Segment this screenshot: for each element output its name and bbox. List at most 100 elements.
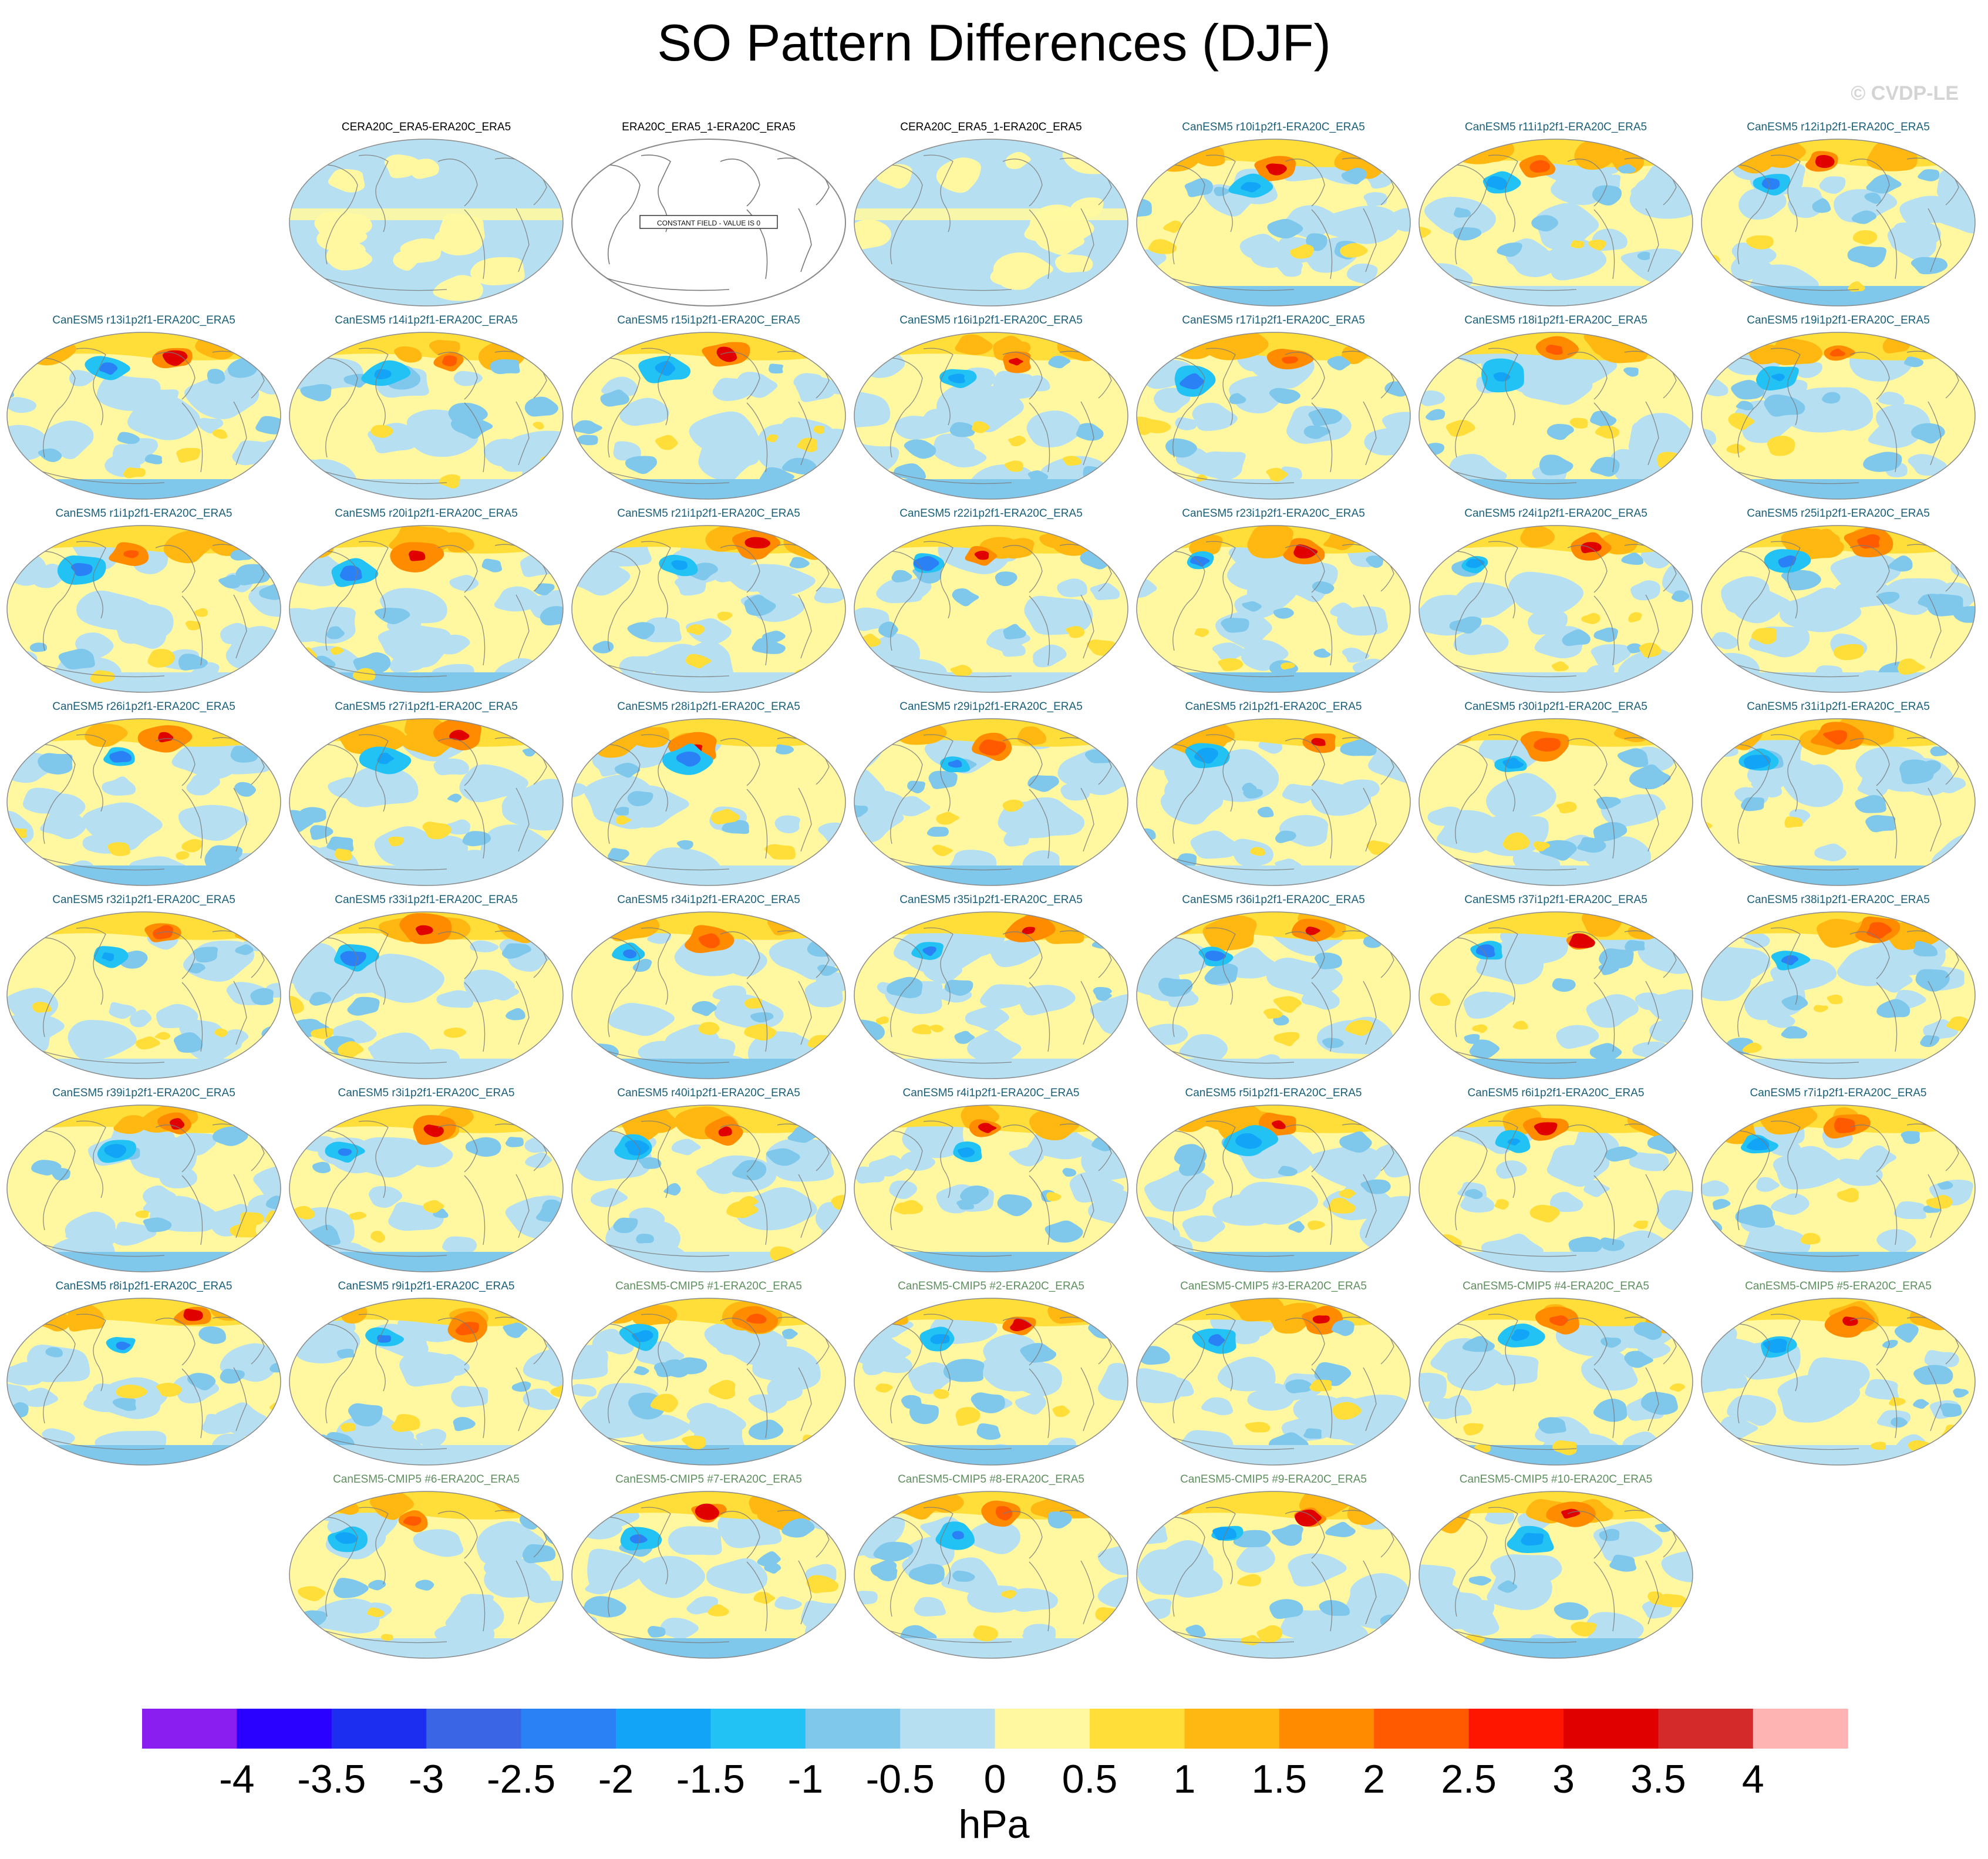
coastline (720, 931, 760, 979)
coastline (1002, 738, 1043, 786)
figure-title: SO Pattern Differences (DJF) (657, 14, 1331, 72)
field-contour (752, 638, 786, 654)
map-panel: CanESM5 r16i1p2f1-ERA20C_ERA5 (853, 314, 1129, 500)
field-contour (1419, 139, 1693, 167)
field-contour (1852, 230, 1878, 245)
field-contour (572, 1345, 608, 1380)
field-contour (258, 458, 280, 472)
field-contour (1625, 939, 1645, 952)
coastline (1205, 1507, 1236, 1585)
field-contour (21, 1387, 58, 1407)
field-contour (967, 1030, 1022, 1066)
coastline (1147, 744, 1205, 844)
field-contour (116, 1385, 148, 1399)
map-field (854, 1491, 1128, 1659)
field-contour (403, 1516, 422, 1526)
field-contour (978, 1123, 997, 1133)
field-contour (453, 371, 483, 386)
coastline (1770, 734, 1801, 812)
coastline (1080, 1560, 1094, 1625)
field-contour (220, 622, 257, 645)
map-field (289, 1104, 564, 1272)
field-contour (296, 1018, 322, 1033)
field-contour (1908, 454, 1947, 476)
field-contour (1138, 1298, 1185, 1323)
field-contour (1062, 1168, 1077, 1177)
field-contour (82, 802, 163, 851)
map-outline (289, 911, 564, 1079)
field-contour (1705, 1337, 1777, 1378)
coastline (515, 594, 530, 659)
map-outline (1136, 525, 1411, 693)
field-contour (1508, 787, 1542, 803)
coastline (29, 467, 165, 484)
coastline (1363, 787, 1377, 852)
map-panel: CanESM5 r13i1p2f1-ERA20C_ERA5 (6, 314, 282, 500)
panel-title: CanESM5 r37i1p2f1-ERA20C_ERA5 (1464, 894, 1647, 906)
field-contour (1237, 1574, 1261, 1587)
coastline (299, 164, 358, 265)
field-contour (1033, 651, 1057, 666)
field-contour (169, 1118, 185, 1130)
field-contour (623, 949, 637, 959)
field-contour (144, 454, 163, 464)
field-contour (854, 804, 868, 817)
map-field (1418, 525, 1693, 693)
field-contour (1591, 644, 1631, 667)
coastline (311, 1433, 447, 1450)
field-contour (1002, 799, 1023, 812)
field-contour (328, 169, 365, 193)
field-contour (181, 839, 203, 853)
panel-title: CanESM5-CMIP5 #10-ERA20C_ERA5 (1459, 1473, 1653, 1486)
colorbar-bin (426, 1709, 522, 1749)
colorbar-bin (331, 1709, 427, 1749)
field-contour (1288, 1221, 1305, 1233)
field-contour (1047, 1301, 1096, 1324)
field-contour (289, 669, 302, 684)
field-contour (954, 1030, 975, 1044)
field-contour (1327, 1197, 1356, 1214)
field-contour (1741, 797, 1765, 811)
field-contour (1229, 393, 1246, 405)
field-contour (957, 1147, 975, 1158)
field-contour (1322, 206, 1400, 244)
field-contour (289, 332, 563, 361)
field-contour (326, 241, 366, 268)
field-contour (806, 1575, 839, 1594)
field-contour (1060, 783, 1090, 801)
coastline (1285, 931, 1325, 979)
field-contour (1269, 1599, 1303, 1619)
panel-title: CanESM5 r20i1p2f1-ERA20C_ERA5 (335, 507, 518, 520)
field-contour (1486, 176, 1508, 190)
coastline (299, 551, 358, 651)
coastline (1002, 545, 1043, 593)
field-contour (1769, 338, 1823, 366)
colorbar-bin (1564, 1709, 1659, 1749)
field-contour (112, 1397, 137, 1411)
coastline (1849, 931, 1890, 979)
map-outline (1136, 332, 1411, 500)
field-contour (1350, 1573, 1409, 1614)
field-contour (522, 1544, 556, 1564)
field-contour (423, 1200, 444, 1213)
coastline (1029, 595, 1050, 666)
coastline (358, 1314, 389, 1392)
field-contour (309, 992, 332, 1006)
map-outline (571, 911, 846, 1079)
coastline (1928, 594, 1942, 659)
map-outline (1418, 1491, 1693, 1659)
map-outline (1418, 1298, 1693, 1466)
panel-title: CanESM5 r12i1p2f1-ERA20C_ERA5 (1747, 121, 1930, 133)
field-contour (1891, 1417, 1908, 1428)
field-contour (231, 860, 281, 885)
field-contour (7, 1362, 43, 1386)
coastline (641, 734, 671, 812)
field-contour (1588, 240, 1606, 251)
coastline (1147, 164, 1205, 265)
map-panel: CanESM5 r38i1p2f1-ERA20C_ERA5 (1700, 893, 1976, 1080)
coastline (1928, 981, 1942, 1045)
coastline (1429, 1517, 1488, 1617)
coastline (17, 551, 76, 651)
panel-title: CanESM5 r21i1p2f1-ERA20C_ERA5 (617, 507, 800, 520)
map-field (1701, 139, 1976, 307)
